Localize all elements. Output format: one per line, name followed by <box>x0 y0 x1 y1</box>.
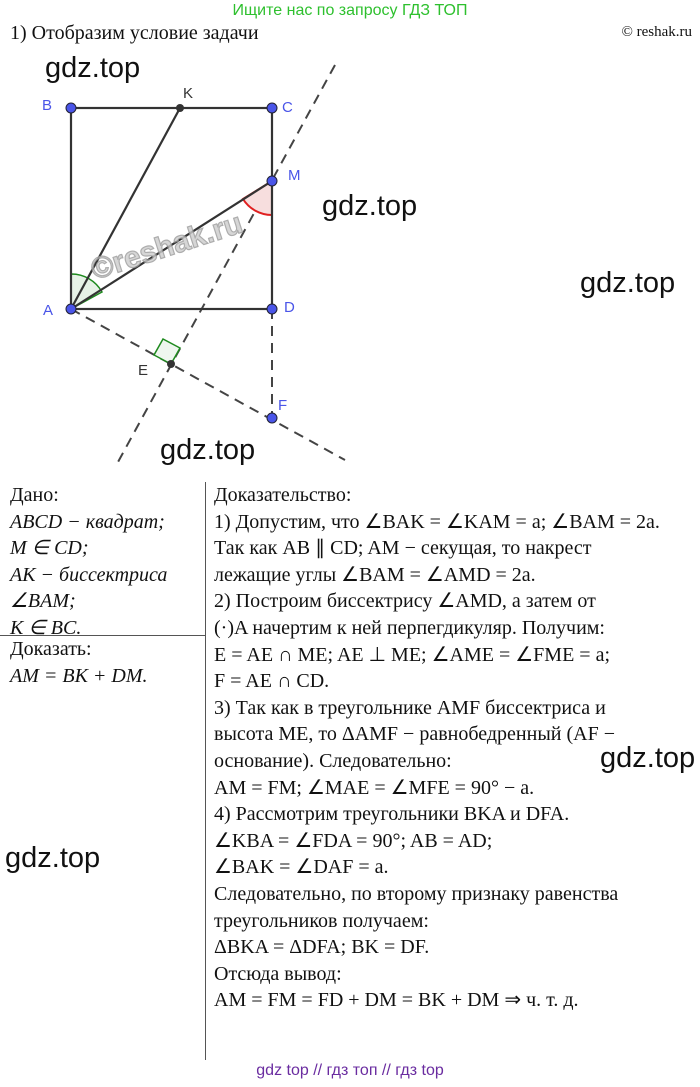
point-m <box>266 175 278 187</box>
proof-line: 2) Построим биссектрису ∠AMD, а затем от <box>214 590 596 613</box>
point-a <box>65 303 77 315</box>
proof-line: основание). Следовательно: <box>214 749 452 772</box>
watermark: gdz.top <box>580 267 676 299</box>
prove-line: AM = BK + DM. <box>10 664 148 687</box>
point-f <box>266 412 278 424</box>
geometry-figure: ©reshak.ru B C K M A D E F <box>42 64 346 463</box>
point-e <box>167 360 175 368</box>
proof-line: Отсюда вывод: <box>214 962 342 985</box>
proof-line: AM = FM = FD + DM = BK + DM ⇒ ч. т. д. <box>214 989 579 1012</box>
prove-heading: Доказать: <box>10 638 92 660</box>
label-a: A <box>43 302 53 319</box>
given-divider <box>0 635 205 636</box>
proof-line: 4) Рассмотрим треугольники BKA и DFA. <box>214 803 570 826</box>
proof-line: 1) Допустим, что ∠BAK = ∠KAM = a; ∠BAM =… <box>214 510 660 533</box>
point-k <box>176 104 184 112</box>
copyright: © reshak.ru <box>621 24 692 40</box>
bisector-line <box>117 64 336 463</box>
proof-block: Доказательство: 1) Допустим, что ∠BAK = … <box>214 482 660 1014</box>
given-heading: Дано: <box>10 484 59 506</box>
footer-links: gdz top // гдз топ // гдз top <box>256 1062 444 1079</box>
proof-line: Следовательно, по второму признаку равен… <box>214 882 619 905</box>
proof-line: треугольников получаем: <box>214 909 429 932</box>
square-abcd <box>69 106 274 311</box>
watermark: gdz.top <box>5 842 101 874</box>
label-b: B <box>42 97 52 114</box>
segment-ak <box>70 107 181 310</box>
proof-line: F = AE ∩ CD. <box>214 670 330 693</box>
proof-line: (·)A начертим к ней перпегдикуляр. Получ… <box>214 616 605 639</box>
proof-heading: Доказательство: <box>214 484 352 506</box>
watermark: gdz.top <box>160 434 256 466</box>
label-e: E <box>138 362 148 379</box>
given-line: K ∈ BC. <box>10 616 82 639</box>
point-b <box>65 102 77 114</box>
label-c: C <box>282 99 293 116</box>
proof-line: ∠BAK = ∠DAF = a. <box>214 856 389 879</box>
given-line: AK − биссектриса <box>10 563 168 586</box>
given-line: ∠BAM; <box>10 590 76 613</box>
given-line: M ∈ CD; <box>10 537 89 560</box>
proof-line: Так как AB ∥ CD; AM − секущая, то накрес… <box>214 537 592 560</box>
search-banner: Ищите нас по запросу ГДЗ ТОП <box>232 2 468 19</box>
watermark: gdz.top <box>45 52 141 84</box>
prove-block: Доказать: AM = BK + DM. <box>10 636 148 689</box>
proof-line: лежащие углы ∠BAM = ∠AMD = 2a. <box>214 563 536 586</box>
perpendicular-line <box>70 308 346 461</box>
label-k: K <box>183 85 193 102</box>
label-d: D <box>284 299 295 316</box>
segment-am <box>70 180 273 310</box>
reshak-stamp: ©reshak.ru <box>87 207 247 287</box>
label-m: M <box>288 167 301 184</box>
given-line: ABCD − квадрат; <box>10 510 165 533</box>
point-c <box>266 102 278 114</box>
proof-line: E = AE ∩ ME; AE ⊥ ME; ∠AME = ∠FME = a; <box>214 643 611 666</box>
point-d <box>266 303 278 315</box>
proof-line: 3) Так как в треугольнике AMF биссектрис… <box>214 696 606 719</box>
column-divider <box>205 482 206 1060</box>
proof-line: ΔBKA = ΔDFA; BK = DF. <box>214 936 430 959</box>
given-block: Дано: ABCD − квадрат; M ∈ CD; AK − биссе… <box>10 482 167 642</box>
watermark: gdz.top <box>600 742 696 774</box>
proof-line: высота ME, то ΔAMF − равнобедренный (AF … <box>214 723 615 746</box>
proof-line: ∠KBA = ∠FDA = 90°; AB = AD; <box>214 829 493 852</box>
label-f: F <box>278 397 287 414</box>
proof-line: AM = FM; ∠MAE = ∠MFE = 90° − a. <box>214 776 535 799</box>
right-angle-mark <box>152 337 182 366</box>
task-title: 1) Отобразим условие задачи <box>10 22 259 44</box>
watermark: gdz.top <box>322 190 418 222</box>
